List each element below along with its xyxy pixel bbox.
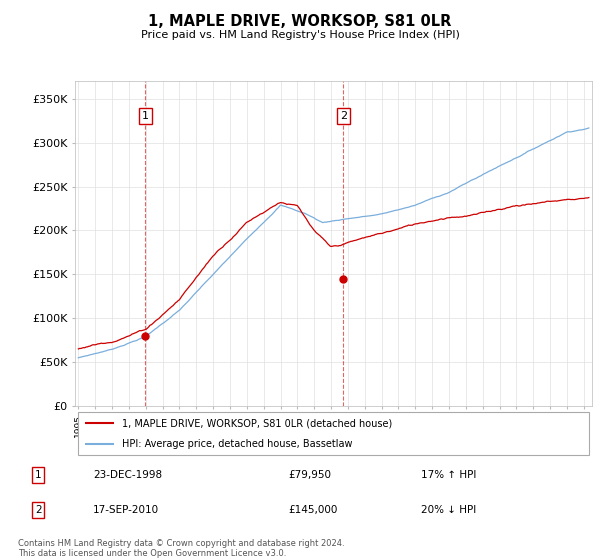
Text: HPI: Average price, detached house, Bassetlaw: HPI: Average price, detached house, Bass… bbox=[122, 440, 352, 450]
Text: 1, MAPLE DRIVE, WORKSOP, S81 0LR (detached house): 1, MAPLE DRIVE, WORKSOP, S81 0LR (detach… bbox=[122, 418, 392, 428]
Text: 1: 1 bbox=[35, 470, 41, 479]
Text: 2: 2 bbox=[35, 505, 41, 515]
Text: 17-SEP-2010: 17-SEP-2010 bbox=[93, 505, 159, 515]
Text: 20% ↓ HPI: 20% ↓ HPI bbox=[421, 505, 476, 515]
FancyBboxPatch shape bbox=[77, 412, 589, 455]
Text: 1: 1 bbox=[142, 111, 149, 122]
Text: 23-DEC-1998: 23-DEC-1998 bbox=[93, 470, 162, 479]
Text: £79,950: £79,950 bbox=[289, 470, 332, 479]
Text: 2: 2 bbox=[340, 111, 347, 122]
Text: 17% ↑ HPI: 17% ↑ HPI bbox=[421, 470, 476, 479]
Text: £145,000: £145,000 bbox=[289, 505, 338, 515]
Text: Contains HM Land Registry data © Crown copyright and database right 2024.
This d: Contains HM Land Registry data © Crown c… bbox=[18, 539, 344, 558]
Text: Price paid vs. HM Land Registry's House Price Index (HPI): Price paid vs. HM Land Registry's House … bbox=[140, 30, 460, 40]
Text: 1, MAPLE DRIVE, WORKSOP, S81 0LR: 1, MAPLE DRIVE, WORKSOP, S81 0LR bbox=[148, 14, 452, 29]
